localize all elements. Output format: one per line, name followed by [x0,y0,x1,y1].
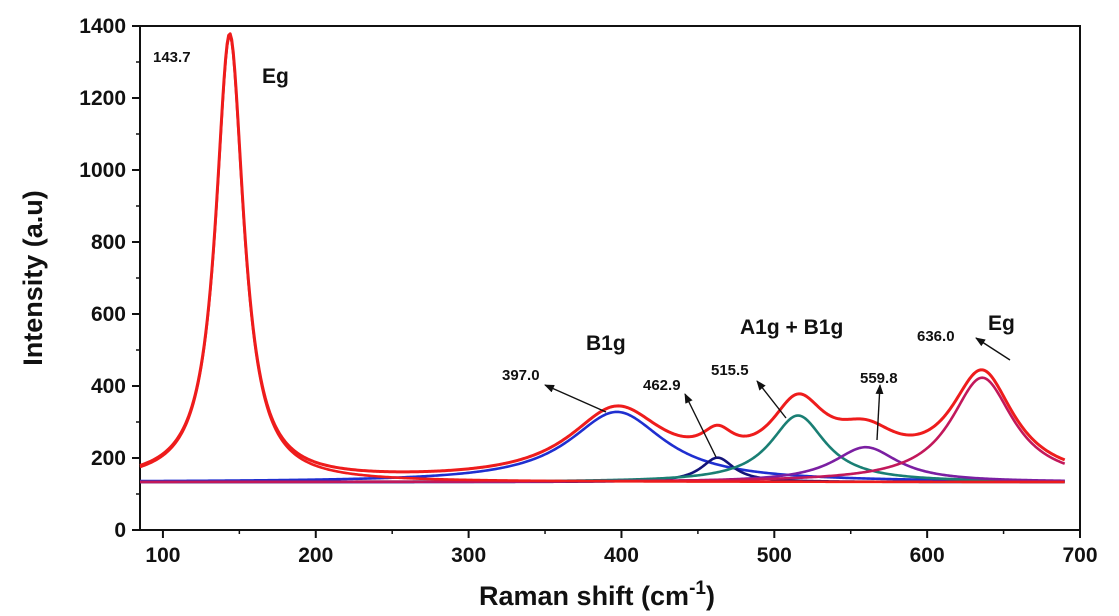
annotation-arrow [975,337,1011,361]
y-axis-title: Intensity (a.u) [18,190,48,366]
annotation-label-636-0: 636.0 [917,328,955,345]
x-axis-title: Raman shift (cm-1) [479,578,715,611]
x-axis-ticks: 100 200 300 400 500 600 700 [145,530,1098,567]
y-tick-label: 0 [114,519,126,542]
annotation-arrow [756,380,787,419]
annotation-arrow [544,384,607,413]
annotation-label-515-5: 515.5 [711,362,749,379]
series-line-composite [139,32,1066,474]
y-tick-label: 600 [91,303,126,326]
annotation-label-b1g: B1g [586,332,626,355]
plot-frame [139,25,1081,531]
series-line-component-0 [140,410,1065,483]
y-tick-label: 1400 [79,15,126,38]
annotation-arrows [544,337,1011,458]
annotation-label-397-0: 397.0 [502,367,540,384]
x-tick-label: 200 [298,544,333,567]
x-tick-label: 300 [451,544,486,567]
y-tick-label: 200 [91,447,126,470]
annotation-label-a1g-b1g: A1g + B1g [740,316,843,339]
x-tick-label: 100 [145,544,180,567]
x-axis-title-main: Raman shift (cm [479,581,689,611]
annotation-label-eg-left: Eg [262,65,289,88]
y-tick-label: 400 [91,375,126,398]
annotation-label-143-7: 143.7 [153,49,191,66]
x-axis-title-close: ) [706,581,715,611]
x-tick-label: 500 [757,544,792,567]
x-tick-label: 600 [910,544,945,567]
annotation-arrow [875,384,884,441]
annotation-arrow [684,393,717,458]
x-tick-label: 700 [1062,544,1097,567]
y-tick-label: 1200 [79,87,126,110]
annotation-label-462-9: 462.9 [643,377,681,394]
series-line-component-5 [139,34,1065,484]
x-tick-label: 400 [604,544,639,567]
y-tick-label: 1000 [79,159,126,182]
y-tick-label: 800 [91,231,126,254]
series-lines [139,32,1066,484]
annotation-label-559-8: 559.8 [860,370,898,387]
x-axis-title-superscript: -1 [689,578,706,599]
y-axis-ticks: 0 200 400 600 800 1000 1200 1400 [79,15,140,542]
annotation-label-eg-right: Eg [988,312,1015,335]
